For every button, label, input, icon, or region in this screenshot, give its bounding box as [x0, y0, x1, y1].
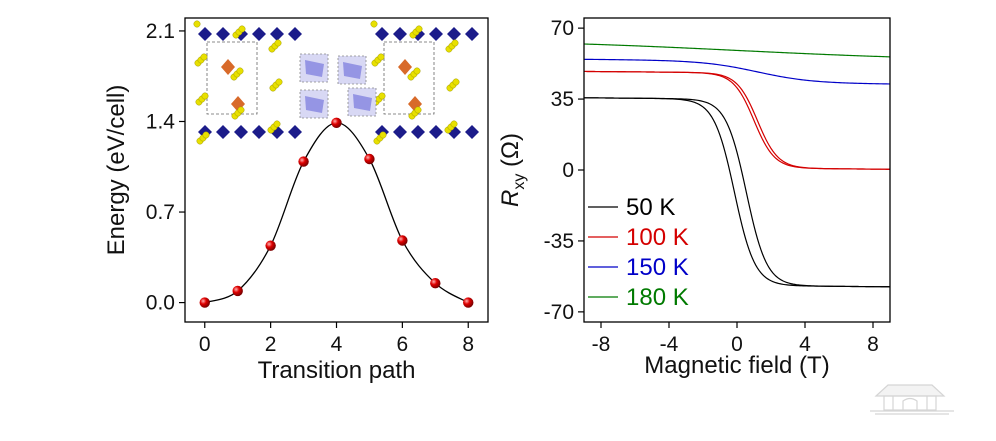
y-tick-label: 2.1 — [146, 20, 175, 43]
series-line-50k-branch-1 — [583, 97, 891, 288]
energy-point-4 — [331, 117, 342, 128]
x-tick-label: 6 — [397, 333, 409, 356]
building-watermark-icon — [870, 384, 954, 415]
energy-fit-curve — [204, 122, 469, 304]
rxy-y-label-unit: (Ω) — [497, 133, 524, 174]
series-line-180k — [583, 43, 891, 58]
y-tick-label: 0.0 — [146, 292, 175, 315]
rxy-x-axis-label: Magnetic field (T) — [644, 352, 829, 379]
rxy-series-lines — [583, 43, 891, 288]
x-tick-label: 0 — [731, 333, 743, 356]
energy-point-3 — [298, 156, 309, 167]
energy-point-2 — [265, 240, 276, 251]
x-tick-label: 0 — [199, 333, 211, 356]
energy-point-8 — [463, 297, 474, 308]
legend-label: 150 K — [626, 254, 689, 281]
legend-label: 180 K — [626, 284, 689, 311]
rxy-y-label-sub: xy — [511, 174, 528, 190]
energy-x-ticks: 0 2 4 6 8 — [199, 322, 474, 356]
rxy-y-axis-label: Rxy (Ω) — [497, 133, 528, 207]
x-tick-label: 4 — [799, 333, 811, 356]
rxy-y-label-main: R — [497, 190, 524, 207]
x-tick-label: 2 — [265, 333, 277, 356]
x-tick-label: -8 — [592, 333, 611, 356]
x-tick-label: 4 — [331, 333, 343, 356]
energy-point-0 — [199, 297, 210, 308]
rxy-legend: 50 K 100 K 150 K 180 K — [588, 194, 689, 311]
y-tick-label: 0.7 — [146, 201, 175, 224]
energy-y-ticks: 0.0 0.7 1.4 2.1 — [146, 20, 185, 315]
energy-point-1 — [232, 285, 243, 297]
y-tick-label: 35 — [551, 88, 574, 111]
energy-panel: 0 2 4 6 8 0.0 0.7 1.4 2.1 Transition path Energ… — [103, 17, 489, 384]
series-line-150k — [583, 58, 891, 85]
y-tick-label: 70 — [551, 17, 574, 40]
series-line-100k-branch-1 — [583, 70, 891, 170]
crystal-structure-inset — [193, 20, 479, 145]
rxy-x-ticks: -8 -4 0 4 8 — [592, 322, 879, 356]
x-tick-label: 8 — [867, 333, 879, 356]
x-tick-label: -4 — [660, 333, 679, 356]
y-tick-label: -35 — [544, 230, 574, 253]
legend-label: 100 K — [626, 224, 689, 251]
energy-point-7 — [430, 277, 441, 289]
energy-point-6 — [397, 235, 408, 246]
energy-points — [199, 117, 474, 308]
energy-y-axis-label: Energy (eV/cell) — [103, 85, 130, 256]
y-tick-label: -70 — [544, 301, 574, 324]
rxy-y-ticks: 70 35 0 -35 -70 — [544, 17, 584, 324]
energy-x-axis-label: Transition path — [258, 357, 416, 384]
y-tick-label: 0 — [562, 159, 574, 182]
legend-label: 50 K — [626, 194, 675, 221]
y-tick-label: 1.4 — [146, 110, 176, 133]
energy-point-5 — [364, 153, 375, 165]
x-tick-label: 8 — [462, 333, 474, 356]
